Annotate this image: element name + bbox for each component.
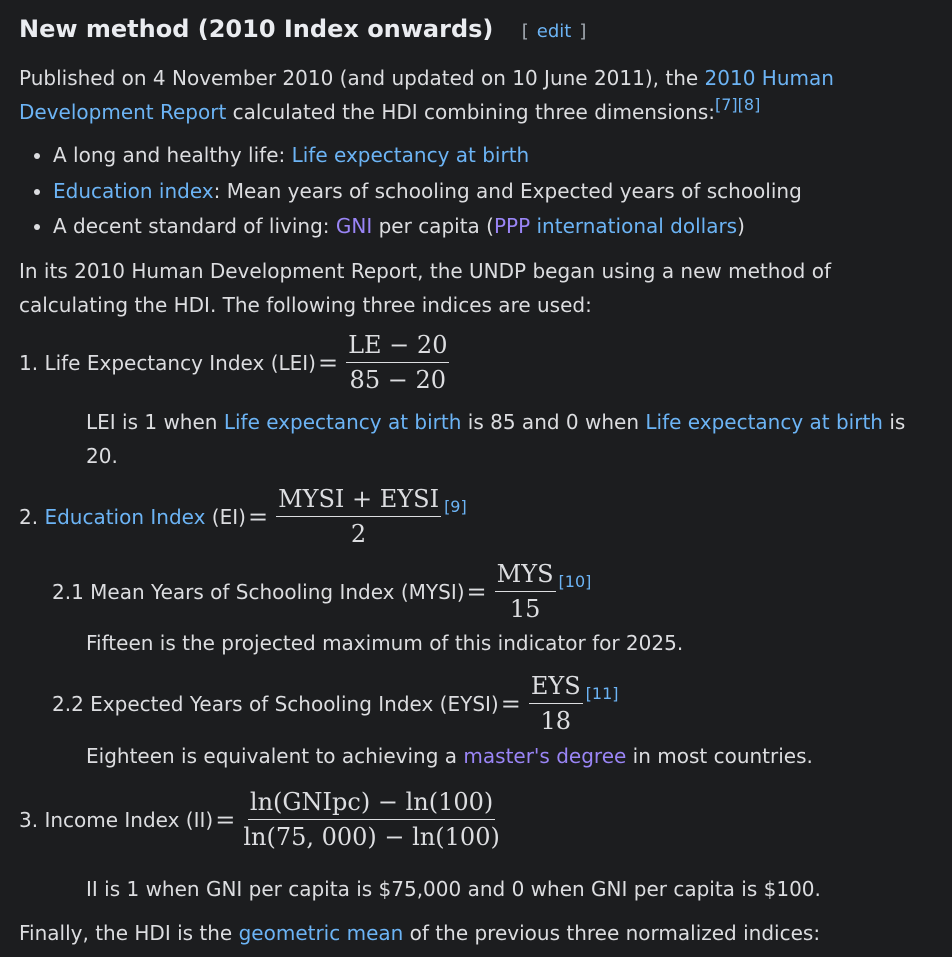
list-item: Education index: Mean years of schooling… [53, 174, 932, 210]
text-run: in most countries. [626, 744, 813, 768]
intro-paragraph: Published on 4 November 2010 (and update… [19, 61, 932, 129]
relation: = [466, 577, 487, 606]
list-item: A decent standard of living: GNI per cap… [53, 209, 932, 245]
note: Eighteen is equivalent to achieving a ma… [86, 739, 928, 773]
numerator: MYSI + EYSI [276, 484, 442, 517]
link[interactable]: Education index [53, 178, 214, 203]
formula-label: 2.1 Mean Years of Schooling Index (MYSI) [52, 575, 465, 609]
note: Fifteen is the projected maximum of this… [86, 626, 928, 660]
note: LEI is 1 when Life expectancy at birth i… [86, 405, 928, 473]
formula: 3. Income Index (II) = ln(GNIpc) − ln(100… [19, 787, 932, 852]
denominator: ln(75, 000) − ln(100) [243, 823, 500, 851]
text-run: LEI is 1 when [86, 410, 224, 434]
list-item: A long and healthy life: Life expectancy… [53, 138, 932, 174]
link[interactable]: Life expectancy at birth [645, 410, 883, 434]
link[interactable]: Life expectancy at birth [291, 143, 530, 167]
relation: = [500, 689, 521, 718]
relation: = [317, 348, 339, 377]
fraction: MYS 15 [494, 559, 556, 624]
edit-link[interactable]: edit [536, 21, 572, 42]
relation: = [215, 805, 236, 834]
text-run: per capita ( [372, 214, 494, 238]
text-run: A long and healthy life: [53, 143, 292, 167]
numerator: LE − 20 [346, 330, 450, 363]
text-run: ) [737, 214, 745, 238]
fraction: EYS 18 [528, 671, 583, 736]
reference[interactable]: [10] [558, 572, 592, 591]
link[interactable]: Education Index [44, 504, 206, 529]
denominator: 18 [540, 707, 572, 735]
formula: 2. Education Index (EI) = MYSI + EYSI 2 [9] [19, 484, 932, 549]
reference[interactable]: [9] [444, 497, 467, 516]
text-run: (EI) [205, 504, 246, 529]
text-run: calculated the HDI combining three dimen… [226, 100, 715, 124]
text-run: A decent standard of living: [53, 214, 336, 238]
denominator: 2 [350, 520, 367, 548]
denominator: 15 [509, 595, 541, 623]
dimension-list: A long and healthy life: Life expectancy… [19, 138, 932, 245]
link[interactable]: master's degree [463, 744, 627, 768]
bracket: ] [579, 21, 587, 42]
text-run: 3. Income Index (II) [19, 807, 214, 832]
text-run: Published on 4 November 2010 (and update… [19, 66, 705, 90]
numerator: ln(GNIpc) − ln(100) [247, 787, 496, 820]
fraction: MYSI + EYSI 2 [276, 484, 442, 549]
text-run: : Mean years of schooling and Expected y… [213, 178, 802, 203]
text-run: In its 2010 Human Development Report, th… [19, 259, 832, 317]
heading-title: New method (2010 Index onwards) [19, 15, 494, 43]
numerator: MYS [494, 559, 556, 592]
text-run: 2.2 Expected Years of Schooling Index (E… [52, 691, 499, 716]
formula: 1. Life Expectancy Index (LEI) = LE − 20 8… [19, 330, 932, 395]
reference[interactable]: [8] [737, 95, 761, 114]
formula: 2.1 Mean Years of Schooling Index (MYSI)… [52, 559, 932, 624]
link[interactable]: 2010 Human Development Report [19, 66, 834, 124]
list: A long and healthy life: Life expectancy… [19, 138, 932, 245]
denominator: 85 − 20 [349, 366, 446, 394]
relation: = [247, 502, 269, 531]
section-heading: New method (2010 Index onwards) [ edit] [19, 12, 932, 49]
link[interactable]: international dollars [536, 214, 738, 238]
reference[interactable]: [7] [714, 95, 738, 114]
formula-label: 2.2 Expected Years of Schooling Index (E… [52, 687, 499, 721]
text-run: Fifteen is the projected maximum of this… [86, 631, 684, 655]
text-run: Finally, the HDI is the [19, 921, 239, 945]
note: II is 1 when GNI per capita is $75,000 a… [86, 872, 928, 906]
formula-label: 1. Life Expectancy Index (LEI) [19, 346, 316, 380]
link[interactable]: GNI [335, 214, 373, 238]
link[interactable]: Life expectancy at birth [223, 410, 462, 434]
formula-label: 3. Income Index (II) [19, 803, 213, 837]
text-run: of the previous three normalized indices… [403, 921, 821, 945]
reference[interactable]: [11] [585, 684, 619, 703]
fraction: ln(GNIpc) − ln(100) ln(75, 000) − ln(100) [243, 787, 500, 852]
methods-paragraph: In its 2010 Human Development Report, th… [19, 254, 932, 322]
formula: 2.2 Expected Years of Schooling Index (E… [52, 671, 932, 736]
link[interactable]: PPP [493, 214, 531, 238]
text-run: 2.1 Mean Years of Schooling Index (MYSI) [52, 579, 465, 604]
edit-section: [ edit] [518, 21, 591, 42]
fraction: LE − 20 85 − 20 [346, 330, 450, 395]
formula-label: 2. Education Index (EI) [19, 500, 246, 534]
link[interactable]: geometric mean [238, 921, 404, 945]
bracket: [ [521, 21, 529, 42]
text-run: 1. Life Expectancy Index (LEI) [19, 350, 316, 375]
text-run: is 20. [86, 410, 906, 468]
text-run: 2. [19, 504, 45, 529]
final-paragraph: Finally, the HDI is the geometric mean o… [19, 916, 932, 950]
numerator: EYS [528, 671, 583, 704]
text-run: II is 1 when GNI per capita is $75,000 a… [86, 877, 821, 901]
text-run: Eighteen is equivalent to achieving a [86, 744, 464, 768]
text-run: is 85 and 0 when [461, 410, 646, 434]
